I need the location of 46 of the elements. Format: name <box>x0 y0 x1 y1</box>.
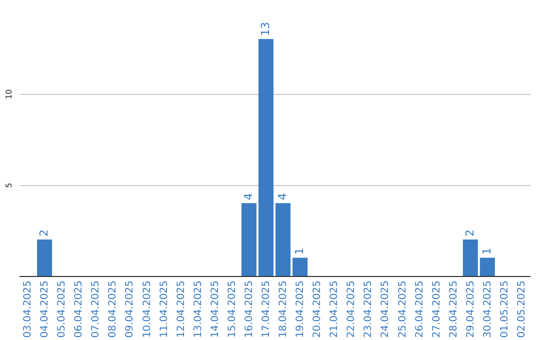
data-label: 13 <box>258 22 272 36</box>
x-tick-label: 07.04.2025 <box>90 280 102 338</box>
x-tick-label: 19.04.2025 <box>295 280 306 338</box>
x-tick-label: 13.04.2025 <box>192 280 204 338</box>
x-tick-label: 16.04.2025 <box>244 280 255 338</box>
x-tick-label: 27.04.2025 <box>431 280 442 338</box>
x-tick-label: 08.04.2025 <box>108 280 119 338</box>
x-tick-label: 05.04.2025 <box>56 280 68 338</box>
x-tick-label: 04.04.2025 <box>40 280 51 338</box>
x-tick-label: 15.04.2025 <box>226 280 238 338</box>
bar <box>37 240 52 276</box>
data-label: 2 <box>38 230 51 237</box>
x-tick-label: 24.04.2025 <box>380 280 392 338</box>
x-tick-label: 01.05.2025 <box>499 280 510 338</box>
bar <box>480 258 495 276</box>
data-label: 2 <box>463 230 476 237</box>
x-tick-label: 11.04.2025 <box>158 280 170 338</box>
x-tick-label: 17.04.2025 <box>260 280 272 338</box>
y-tick-label: 5 <box>4 182 14 188</box>
x-tick-label: 28.04.2025 <box>448 280 460 338</box>
x-tick-label: 18.04.2025 <box>278 280 290 338</box>
x-tick-label: 26.04.2025 <box>414 280 426 338</box>
bar <box>241 203 256 276</box>
data-label: 1 <box>480 248 494 255</box>
x-tick-label: 30.04.2025 <box>482 280 494 338</box>
y-tick-label: 10 <box>4 89 14 100</box>
x-tick-label: 20.04.2025 <box>312 280 324 338</box>
data-label: 1 <box>293 248 306 255</box>
x-tick-label: 03.04.2025 <box>22 280 34 338</box>
x-tick-label: 02.05.2025 <box>516 280 528 338</box>
bar <box>258 39 274 276</box>
data-label: 4 <box>242 193 255 200</box>
x-tick-label: 29.04.2025 <box>465 280 476 338</box>
bar <box>462 240 478 276</box>
bar <box>292 258 308 276</box>
x-tick-label: 06.04.2025 <box>74 280 85 338</box>
x-tick-label: 10.04.2025 <box>142 280 153 338</box>
x-tick-label: 09.04.2025 <box>124 280 136 338</box>
x-tick-label: 25.04.2025 <box>397 280 408 338</box>
x-tick-label: 23.04.2025 <box>363 280 374 338</box>
x-tick-label: 14.04.2025 <box>210 280 221 338</box>
x-tick-label: 12.04.2025 <box>176 280 187 338</box>
x-tick-label: 22.04.2025 <box>346 280 358 338</box>
x-tick-label: 21.04.2025 <box>329 280 340 338</box>
bar <box>276 203 291 276</box>
data-label: 4 <box>276 193 290 200</box>
